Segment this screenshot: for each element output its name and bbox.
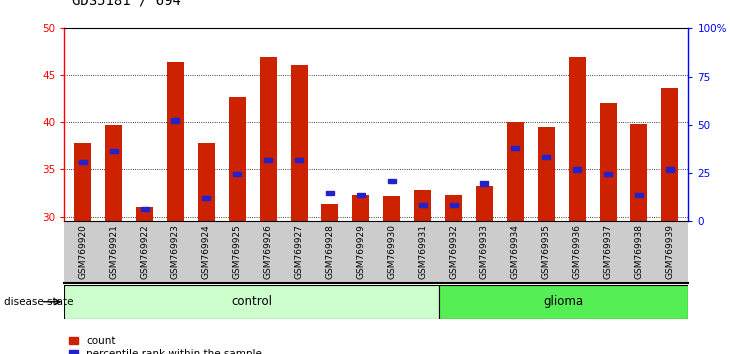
Text: GSM769926: GSM769926: [264, 224, 273, 279]
Bar: [110, 149, 118, 153]
Bar: [357, 193, 365, 197]
Bar: [450, 203, 458, 207]
Bar: [141, 207, 149, 211]
Text: GSM769935: GSM769935: [542, 224, 550, 279]
Bar: [291, 65, 307, 221]
Bar: [198, 143, 215, 221]
Bar: [264, 158, 272, 162]
Text: GSM769930: GSM769930: [387, 224, 396, 279]
Text: GSM769922: GSM769922: [140, 224, 149, 279]
Bar: [136, 207, 153, 221]
Text: disease state: disease state: [4, 297, 73, 307]
Bar: [79, 160, 87, 164]
Bar: [599, 103, 617, 221]
Text: GSM769929: GSM769929: [356, 224, 366, 279]
Text: GSM769939: GSM769939: [665, 224, 675, 279]
Bar: [666, 167, 674, 172]
Bar: [476, 187, 493, 221]
Bar: [74, 143, 91, 221]
Bar: [234, 172, 242, 176]
Bar: [511, 146, 519, 150]
Bar: [635, 193, 643, 197]
Bar: [439, 285, 688, 319]
Text: GSM769931: GSM769931: [418, 224, 427, 279]
Bar: [388, 179, 396, 183]
Bar: [260, 57, 277, 221]
Bar: [295, 158, 303, 162]
Legend: count, percentile rank within the sample: count, percentile rank within the sample: [69, 336, 262, 354]
Text: GSM769933: GSM769933: [480, 224, 489, 279]
Text: GSM769924: GSM769924: [202, 224, 211, 279]
Bar: [573, 167, 581, 172]
Bar: [414, 190, 431, 221]
Text: GSM769925: GSM769925: [233, 224, 242, 279]
Bar: [228, 97, 246, 221]
Bar: [538, 127, 555, 221]
Text: GSM769927: GSM769927: [295, 224, 304, 279]
Bar: [353, 195, 369, 221]
Text: GSM769934: GSM769934: [511, 224, 520, 279]
Text: GSM769938: GSM769938: [634, 224, 643, 279]
Bar: [64, 285, 439, 319]
Bar: [631, 124, 648, 221]
Bar: [105, 125, 122, 221]
Bar: [321, 204, 339, 221]
Bar: [202, 196, 210, 200]
Bar: [507, 122, 524, 221]
Text: GSM769936: GSM769936: [572, 224, 582, 279]
Bar: [418, 203, 426, 207]
Bar: [661, 87, 678, 221]
Bar: [167, 62, 184, 221]
Bar: [542, 155, 550, 159]
Text: GSM769937: GSM769937: [604, 224, 612, 279]
Bar: [604, 172, 612, 176]
Bar: [569, 57, 585, 221]
Bar: [326, 191, 334, 195]
Text: GSM769921: GSM769921: [110, 224, 118, 279]
Bar: [383, 196, 400, 221]
Text: glioma: glioma: [544, 295, 583, 308]
Text: GSM769932: GSM769932: [449, 224, 458, 279]
Bar: [480, 182, 488, 186]
Text: GSM769923: GSM769923: [171, 224, 180, 279]
Text: GDS5181 / 694: GDS5181 / 694: [72, 0, 180, 7]
Bar: [172, 119, 180, 123]
Text: GSM769928: GSM769928: [326, 224, 334, 279]
Text: GSM769920: GSM769920: [78, 224, 88, 279]
Text: control: control: [231, 295, 272, 308]
Bar: [445, 195, 462, 221]
